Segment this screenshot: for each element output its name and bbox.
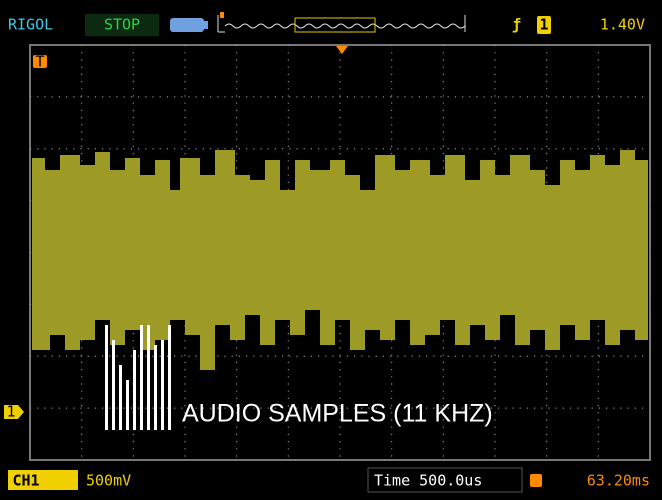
caption: AUDIO SAMPLES (11 KHZ): [182, 400, 493, 428]
battery-tip: [204, 21, 208, 29]
battery-icon: [170, 18, 204, 32]
status: STOP: [104, 16, 140, 34]
sample-bar: [119, 365, 122, 430]
trigger-offset: 63.20ms: [587, 472, 650, 490]
overview-trigger: [220, 12, 224, 18]
sample-bar: [105, 325, 108, 430]
sample-bar: [126, 380, 129, 430]
sample-bar: [161, 340, 164, 430]
channel: CH1: [12, 472, 39, 490]
edge-icon: ƒ: [512, 16, 521, 34]
sample-bar: [147, 325, 150, 430]
sample-bar: [168, 325, 171, 430]
sample-bar: [112, 340, 115, 430]
oscilloscope: RIGOL STOP ƒ 1 1.40V AUDIO SAMPLES (11 K…: [0, 0, 662, 500]
volts-per-div: 500mV: [86, 472, 131, 490]
timebase: Time 500.0us: [374, 472, 482, 490]
trigger-channel: 1: [539, 16, 548, 34]
sample-bar: [154, 345, 157, 430]
sample-bar: [140, 325, 143, 430]
brand: RIGOL: [8, 16, 53, 34]
offset-icon: [530, 474, 542, 487]
sample-bar: [133, 350, 136, 430]
trigger-marker: T: [35, 53, 44, 71]
channel-marker: 1: [6, 403, 15, 421]
trigger-level: 1.40V: [600, 16, 645, 34]
